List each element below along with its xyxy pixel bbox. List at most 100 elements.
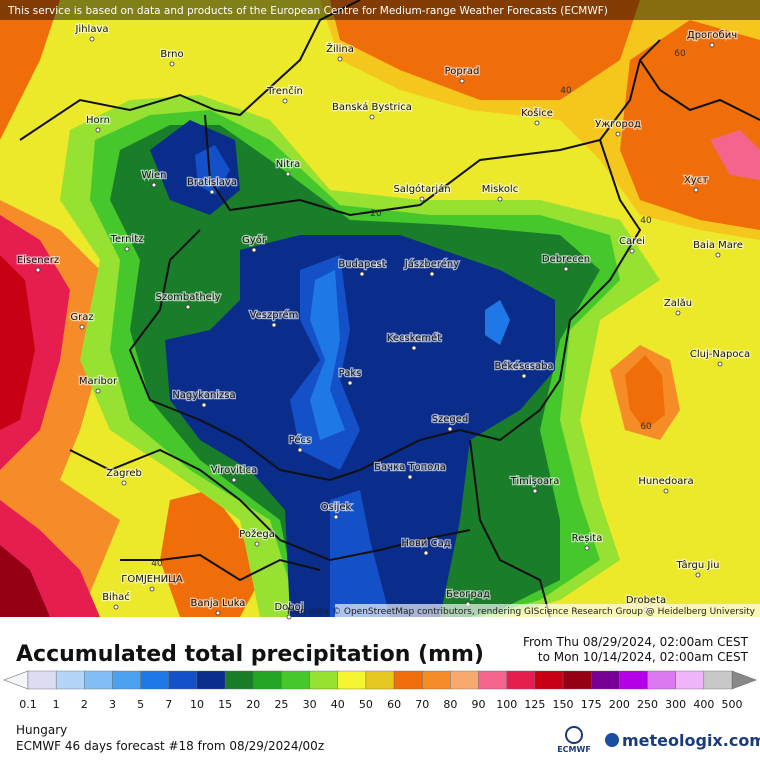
notice-bar	[0, 0, 760, 20]
legend-label: 80	[443, 698, 457, 711]
city-dot	[459, 78, 465, 84]
city-dot	[333, 514, 339, 520]
legend-title: Accumulated total precipitation (mm)	[16, 642, 484, 667]
contour-label: 40	[640, 216, 652, 226]
color-box	[675, 670, 705, 690]
city-dot	[169, 61, 175, 67]
city-dot	[663, 488, 669, 494]
city-label: Нови Сад	[401, 538, 450, 549]
contour-labels: 60 40 20 40 60 40	[151, 49, 686, 569]
city-label: Győr	[242, 234, 267, 246]
city-dot	[429, 271, 435, 277]
field	[310, 270, 345, 440]
city-dot	[231, 477, 237, 483]
field	[710, 130, 760, 180]
arrow-right	[731, 670, 757, 690]
city-label: Budapest	[338, 259, 385, 270]
color-box	[450, 670, 479, 690]
period-to: to Mon 10/14/2024, 02:00am CEST	[538, 650, 749, 664]
city-label: Szeged	[432, 414, 469, 425]
color-box	[55, 670, 85, 690]
map: Jihlava Brno Žilina Poprad Дрогобич Trenčín Ba…	[0, 0, 760, 620]
color-box	[224, 670, 254, 690]
city-dot	[419, 196, 425, 202]
city-label: Virovitica	[211, 465, 257, 476]
city-dot	[215, 610, 221, 616]
legend-label: 150	[553, 698, 574, 711]
color-box	[393, 670, 423, 690]
color-box	[703, 670, 733, 690]
city-dot	[124, 246, 130, 252]
city-label: Nagykanizsa	[172, 390, 235, 401]
city-dot	[359, 271, 365, 277]
city-dot	[251, 247, 257, 253]
attribution-bar	[335, 604, 760, 617]
field	[0, 545, 50, 617]
city-label: Trenčín	[266, 85, 303, 97]
attribution: Map data © OpenStreetMap contributors, r…	[287, 607, 756, 617]
border	[69, 448, 471, 562]
city-label: Pécs	[289, 434, 312, 446]
city-dot	[369, 114, 375, 120]
city-label: Košice	[521, 107, 553, 119]
city-dot	[497, 196, 503, 202]
city-label: Дрогобич	[687, 30, 737, 41]
city-label: Bratislava	[187, 177, 237, 188]
city-dot	[79, 324, 85, 330]
city-label: Београд	[446, 589, 490, 600]
city-dot	[297, 447, 303, 453]
contour-label: 60	[640, 422, 652, 432]
city-dot	[121, 480, 127, 486]
city-dot	[151, 182, 157, 188]
city-label: Salgótarján	[393, 183, 450, 195]
city-label: Eisenerz	[17, 255, 59, 266]
city-dot	[447, 426, 453, 432]
city-dot	[709, 42, 715, 48]
city-label: Požega	[239, 528, 275, 540]
field	[620, 20, 760, 230]
city-dot	[407, 474, 413, 480]
legend-label: 250	[637, 698, 658, 711]
city-dot	[113, 604, 119, 610]
city-label: Kecskemét	[387, 332, 441, 344]
city-dot	[532, 488, 538, 494]
field	[0, 0, 60, 140]
city-label: Békéscsaba	[494, 360, 553, 372]
city-label: Doboj	[274, 602, 303, 613]
field	[625, 355, 665, 430]
city-dot	[411, 345, 417, 351]
city-dot	[347, 380, 353, 386]
city-dot	[185, 304, 191, 310]
color-box	[253, 670, 282, 690]
legend-label: 15	[218, 698, 232, 711]
city-label: Banja Luka	[191, 598, 246, 609]
city-labels: Jihlava Brno Žilina Poprad Дрогобич Trenčín Ba…	[16, 23, 751, 620]
color-box	[140, 670, 169, 690]
border	[128, 139, 642, 482]
color-box	[478, 670, 507, 690]
legend-label: 0.1	[19, 698, 37, 711]
city-label: Baia Mare	[693, 240, 743, 251]
color-box	[168, 670, 198, 690]
ecmwf-logo: ECMWF	[557, 745, 591, 754]
contour-label: 40	[151, 559, 163, 569]
city-label: Reșita	[572, 533, 603, 544]
city-label: Veszprém	[250, 309, 299, 321]
field	[0, 255, 35, 430]
city-label: Jászberény	[404, 258, 459, 270]
city-dot	[715, 252, 721, 258]
border	[639, 59, 760, 121]
notice: This service is based on data and produc…	[7, 5, 608, 17]
city-dot	[285, 171, 291, 177]
legend-label: 50	[359, 698, 373, 711]
model-info: ECMWF 46 days forecast #18 from 08/29/20…	[16, 739, 324, 753]
city-label: Ужгород	[595, 119, 641, 130]
city-dot	[209, 189, 215, 195]
border	[19, 0, 361, 141]
border	[204, 39, 661, 217]
city-dot	[89, 36, 95, 42]
city-label: Drobeta	[626, 595, 666, 606]
city-label: Cluj-Napoca	[690, 349, 750, 360]
city-label: Ternitz	[110, 234, 144, 245]
contour-label: 20	[370, 209, 382, 219]
